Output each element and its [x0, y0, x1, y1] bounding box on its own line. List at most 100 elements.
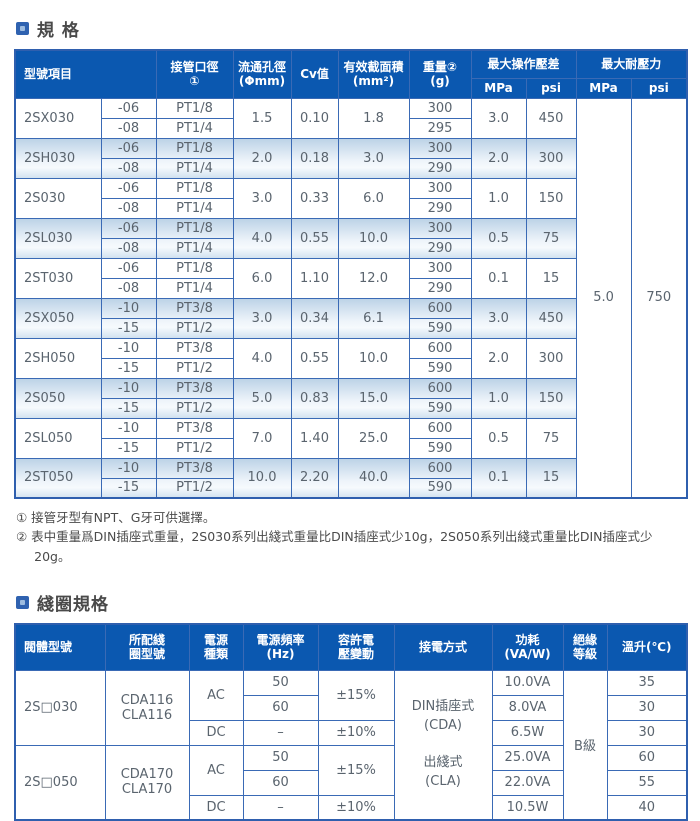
- weight-cell: 300: [408, 257, 472, 279]
- spec-row: 2SL030 -06 PT1/8 4.0 0.55 10.0 300 0.5 7…: [14, 217, 687, 259]
- weight-cell: 290: [408, 197, 472, 219]
- temp-rise-cell: 60: [606, 744, 688, 771]
- orifice-cell: 5.0: [232, 377, 292, 419]
- orifice-cell: 1.5: [232, 97, 292, 139]
- port-cell: PT3/8: [155, 337, 234, 359]
- spec-title-text: 規 格: [37, 21, 80, 41]
- port-cell: PT1/4: [155, 157, 234, 179]
- model-cell: 2ST050: [14, 457, 102, 499]
- model-cell: 2SX050: [14, 297, 102, 339]
- header-max-operating-pressure: 最大操作壓差: [470, 49, 577, 79]
- valve-model-cell: 2S□050: [14, 744, 106, 821]
- op-psi-cell: 15: [525, 257, 577, 299]
- port-cell: PT1/2: [155, 357, 234, 379]
- weight-cell: 290: [408, 157, 472, 179]
- header-valve-model: 閥體型號: [14, 623, 106, 671]
- power-consumption-cell: 22.0VA: [491, 769, 564, 796]
- port-cell: PT1/2: [155, 317, 234, 339]
- frequency-cell: 50: [242, 669, 319, 696]
- area-cell: 12.0: [337, 257, 410, 299]
- connection-type-cell: DIN插座式 (CDA) 出綫式 (CLA): [393, 669, 493, 821]
- op-psi-cell: 75: [525, 417, 577, 459]
- cv-cell: 0.55: [290, 337, 339, 379]
- header-temp-rise: 溫升(℃): [606, 623, 688, 671]
- header-power-consumption: 功耗 (VA/W): [491, 623, 564, 671]
- cv-cell: 0.55: [290, 217, 339, 259]
- header-cv: Cv值: [290, 49, 339, 99]
- spec-row: -15 PT1/2 590: [15, 397, 687, 419]
- voltage-tolerance-cell: ±15%: [317, 669, 395, 721]
- cv-cell: 0.18: [290, 137, 339, 179]
- spec-row: 2SX030 -06 PT1/8 1.5 0.10 1.8 300 3.0 45…: [14, 97, 688, 499]
- spec-row: 2SL050 -10 PT3/8 7.0 1.40 25.0 600 0.5 7…: [14, 417, 687, 459]
- orifice-cell: 4.0: [232, 337, 292, 379]
- spec-row: -08 PT1/4 290: [15, 197, 687, 219]
- header-op-mpa: MPa: [470, 77, 527, 99]
- dash-cell: -08: [100, 277, 157, 299]
- coil-row: 60 22.0VA 55: [15, 769, 688, 796]
- power-consumption-cell: 10.5W: [491, 794, 564, 821]
- cv-cell: 0.10: [290, 97, 339, 139]
- spec-row: -15 PT1/2 590: [15, 357, 687, 379]
- dash-cell: -06: [100, 257, 157, 279]
- dash-cell: -08: [100, 197, 157, 219]
- valve-model-cell: 2S□030: [14, 669, 106, 746]
- weight-cell: 300: [408, 177, 472, 199]
- header-power-type: 電源 種類: [188, 623, 244, 671]
- area-cell: 10.0: [337, 337, 410, 379]
- model-cell: 2S030: [14, 177, 102, 219]
- frequency-cell: –: [242, 794, 319, 821]
- op-mpa-cell: 3.0: [470, 297, 527, 339]
- port-cell: PT1/8: [155, 137, 234, 159]
- area-cell: 10.0: [337, 217, 410, 259]
- frequency-cell: –: [242, 719, 319, 746]
- cv-cell: 1.40: [290, 417, 339, 459]
- port-cell: PT1/2: [155, 477, 234, 499]
- header-insulation: 絕緣 等級: [562, 623, 608, 671]
- header-port-size: 接管口徑 ①: [155, 49, 234, 99]
- weight-cell: 290: [408, 277, 472, 299]
- temp-rise-cell: 55: [606, 769, 688, 796]
- spec-row: -08 PT1/4 290: [15, 237, 687, 259]
- header-wp-psi: psi: [630, 77, 688, 99]
- header-coil-model: 所配綫 圈型號: [104, 623, 190, 671]
- dash-cell: -10: [100, 457, 157, 479]
- section-bullet-inner: [20, 600, 25, 606]
- coil-row: 60 8.0VA 30: [15, 694, 688, 721]
- power-type-cell: DC: [188, 719, 244, 746]
- op-psi-cell: 450: [525, 97, 577, 139]
- voltage-tolerance-cell: ±15%: [317, 744, 395, 796]
- op-mpa-cell: 3.0: [470, 97, 527, 139]
- op-mpa-cell: 2.0: [470, 137, 527, 179]
- op-psi-cell: 150: [525, 177, 577, 219]
- power-consumption-cell: 25.0VA: [491, 744, 564, 771]
- spec-row: 2SH030 -06 PT1/8 2.0 0.18 3.0 300 2.0 30…: [14, 137, 687, 179]
- power-consumption-cell: 8.0VA: [491, 694, 564, 721]
- section-bullet-inner: [20, 26, 25, 31]
- header-frequency: 電源頻率 (Hz): [242, 623, 319, 671]
- op-psi-cell: 450: [525, 297, 577, 339]
- weight-cell: 300: [408, 217, 472, 239]
- orifice-cell: 3.0: [232, 177, 292, 219]
- model-cell: 2SL050: [14, 417, 102, 459]
- spec-table: 型號項目 接管口徑 ① 流通孔徑 (Φmm) Cv值 有效截面積 (mm²) 重…: [14, 49, 689, 499]
- dash-cell: -10: [100, 417, 157, 439]
- weight-cell: 590: [408, 437, 472, 459]
- temp-rise-cell: 30: [606, 694, 688, 721]
- frequency-cell: 60: [242, 694, 319, 721]
- dash-cell: -08: [100, 117, 157, 139]
- dash-cell: -06: [100, 217, 157, 239]
- area-cell: 40.0: [337, 457, 410, 499]
- cv-cell: 0.83: [290, 377, 339, 419]
- coil-table: 閥體型號 所配綫 圈型號 電源 種類 電源頻率 (Hz) 容許電 壓變動 接電方…: [14, 623, 688, 821]
- port-cell: PT1/8: [155, 177, 234, 199]
- temp-rise-cell: 40: [606, 794, 688, 821]
- port-cell: PT1/4: [155, 237, 234, 259]
- port-cell: PT1/4: [155, 277, 234, 299]
- port-cell: PT3/8: [155, 377, 234, 399]
- power-type-cell: AC: [188, 744, 244, 796]
- header-max-proof-pressure: 最大耐壓力: [575, 49, 688, 79]
- op-mpa-cell: 0.5: [470, 417, 527, 459]
- weight-cell: 300: [408, 97, 472, 119]
- weight-cell: 590: [408, 397, 472, 419]
